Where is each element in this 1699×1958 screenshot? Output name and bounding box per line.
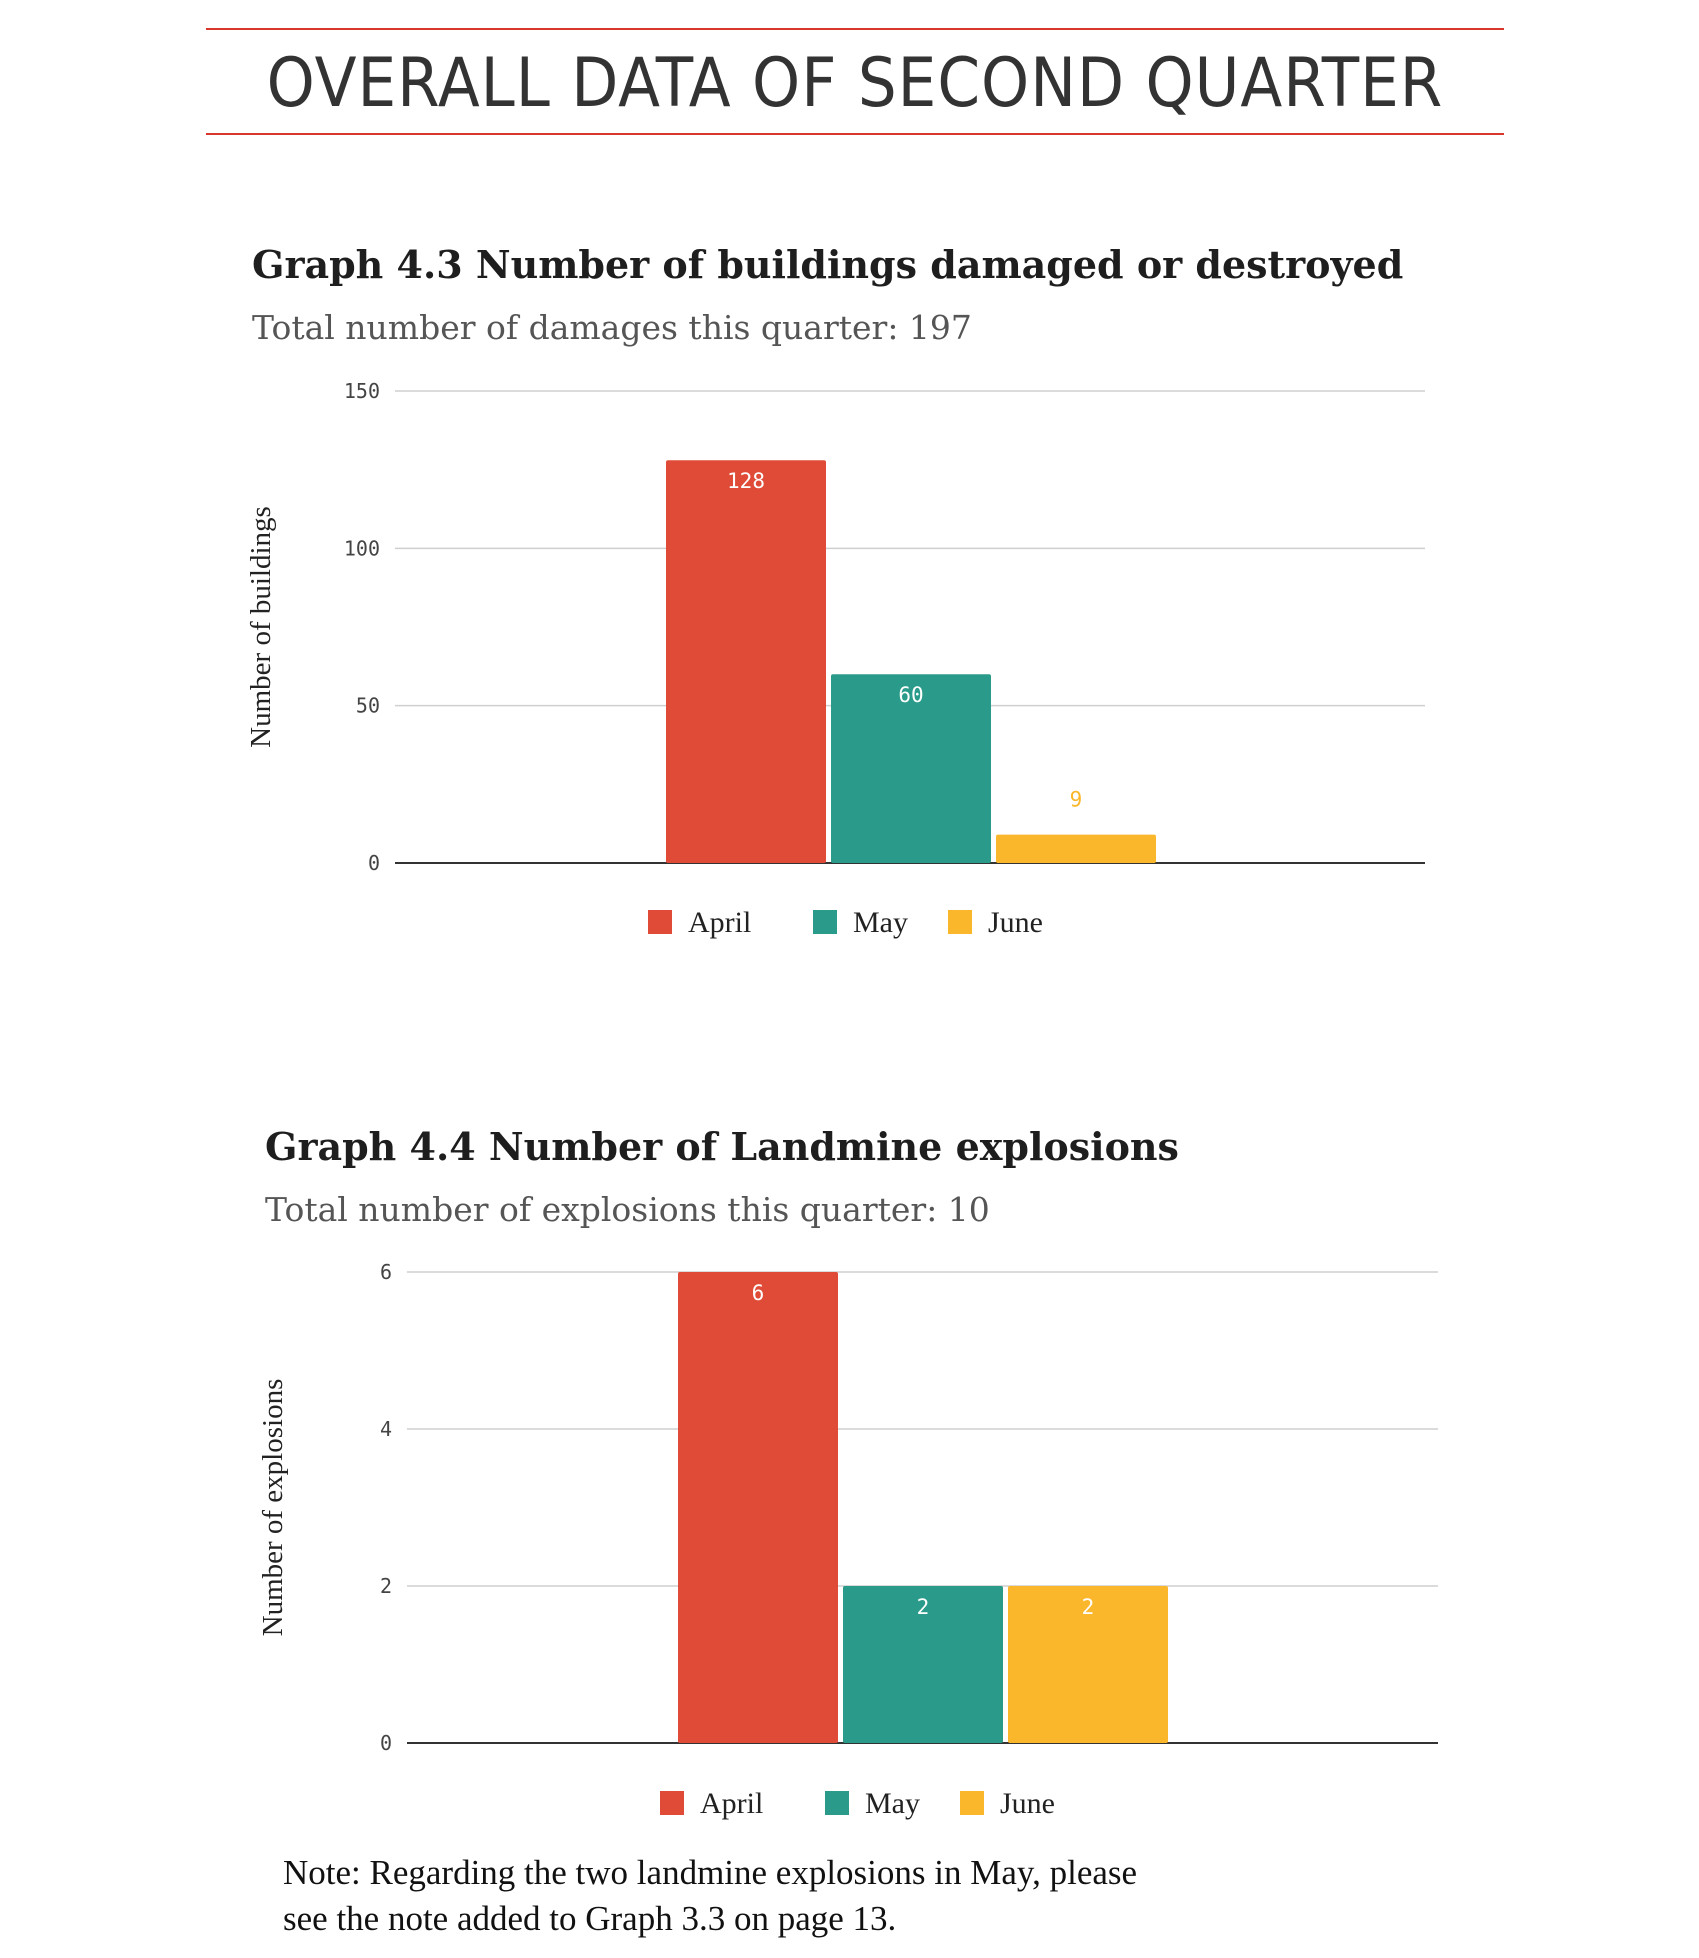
title-rule-top — [206, 28, 1504, 30]
chart-1-data-label-june: 9 — [1070, 788, 1083, 812]
chart-2-ytick-label: 6 — [380, 1260, 392, 1284]
chart-2-y-axis-label: Number of explosions — [257, 1379, 289, 1637]
page-title: OVERALL DATA OF SECOND QUARTER — [266, 44, 1444, 123]
chart-2-legend-label-june: June — [1000, 1787, 1055, 1820]
chart-2-legend-swatch-june — [960, 1791, 984, 1815]
chart-2-data-label-june: 2 — [1082, 1595, 1095, 1619]
chart-2-legend-label-may: May — [865, 1787, 920, 1820]
chart-1-ytick-label: 50 — [356, 694, 380, 718]
chart-2-subtitle: Total number of explosions this quarter:… — [265, 1190, 990, 1229]
chart-1-data-label-april: 128 — [727, 469, 765, 493]
title-rule-bottom — [206, 133, 1504, 135]
footnote-line-2: see the note added to Graph 3.3 on page … — [283, 1899, 897, 1938]
chart-1-ytick-label: 0 — [368, 851, 380, 875]
chart-1-legend-label-may: May — [853, 906, 908, 939]
chart-2-data-label-april: 6 — [752, 1281, 765, 1305]
chart-2-ytick-label: 0 — [380, 1731, 392, 1755]
chart-1-legend-label-april: April — [688, 906, 751, 939]
chart-1-y-axis-label: Number of buildings — [245, 506, 277, 748]
chart-1-legend-label-june: June — [988, 906, 1043, 939]
chart-1-data-label-may: 60 — [898, 683, 923, 707]
footnote-line-1: Note: Regarding the two landmine explosi… — [283, 1853, 1138, 1892]
chart-1-title: Graph 4.3 Number of buildings damaged or… — [252, 242, 1404, 287]
chart-2-legend-label-april: April — [700, 1787, 763, 1820]
chart-1-subtitle: Total number of damages this quarter: 19… — [252, 308, 972, 347]
chart-1-legend-swatch-may — [813, 910, 837, 934]
chart-1-legend-swatch-april — [648, 910, 672, 934]
chart-2-legend-swatch-may — [825, 1791, 849, 1815]
chart-2-legend-swatch-april — [660, 1791, 684, 1815]
chart-1-legend-swatch-june — [948, 910, 972, 934]
footnote: Note: Regarding the two landmine explosi… — [283, 1850, 1283, 1942]
chart-2-bar-may — [843, 1586, 1003, 1743]
chart-2-data-label-may: 2 — [917, 1595, 930, 1619]
chart-2-bar-june — [1008, 1586, 1168, 1743]
chart-1-ytick-label: 100 — [344, 536, 380, 560]
chart-1-bar-april — [666, 460, 826, 863]
chart-2-title: Graph 4.4 Number of Landmine explosions — [265, 1124, 1179, 1169]
chart-2-ytick-label: 4 — [380, 1417, 392, 1441]
chart-1-ytick-label: 150 — [344, 379, 380, 403]
chart-2-ytick-label: 2 — [380, 1574, 392, 1598]
chart-1-bar-june — [996, 834, 1156, 863]
chart-2-bar-april — [678, 1272, 838, 1743]
chart-1-bar-may — [831, 674, 991, 863]
